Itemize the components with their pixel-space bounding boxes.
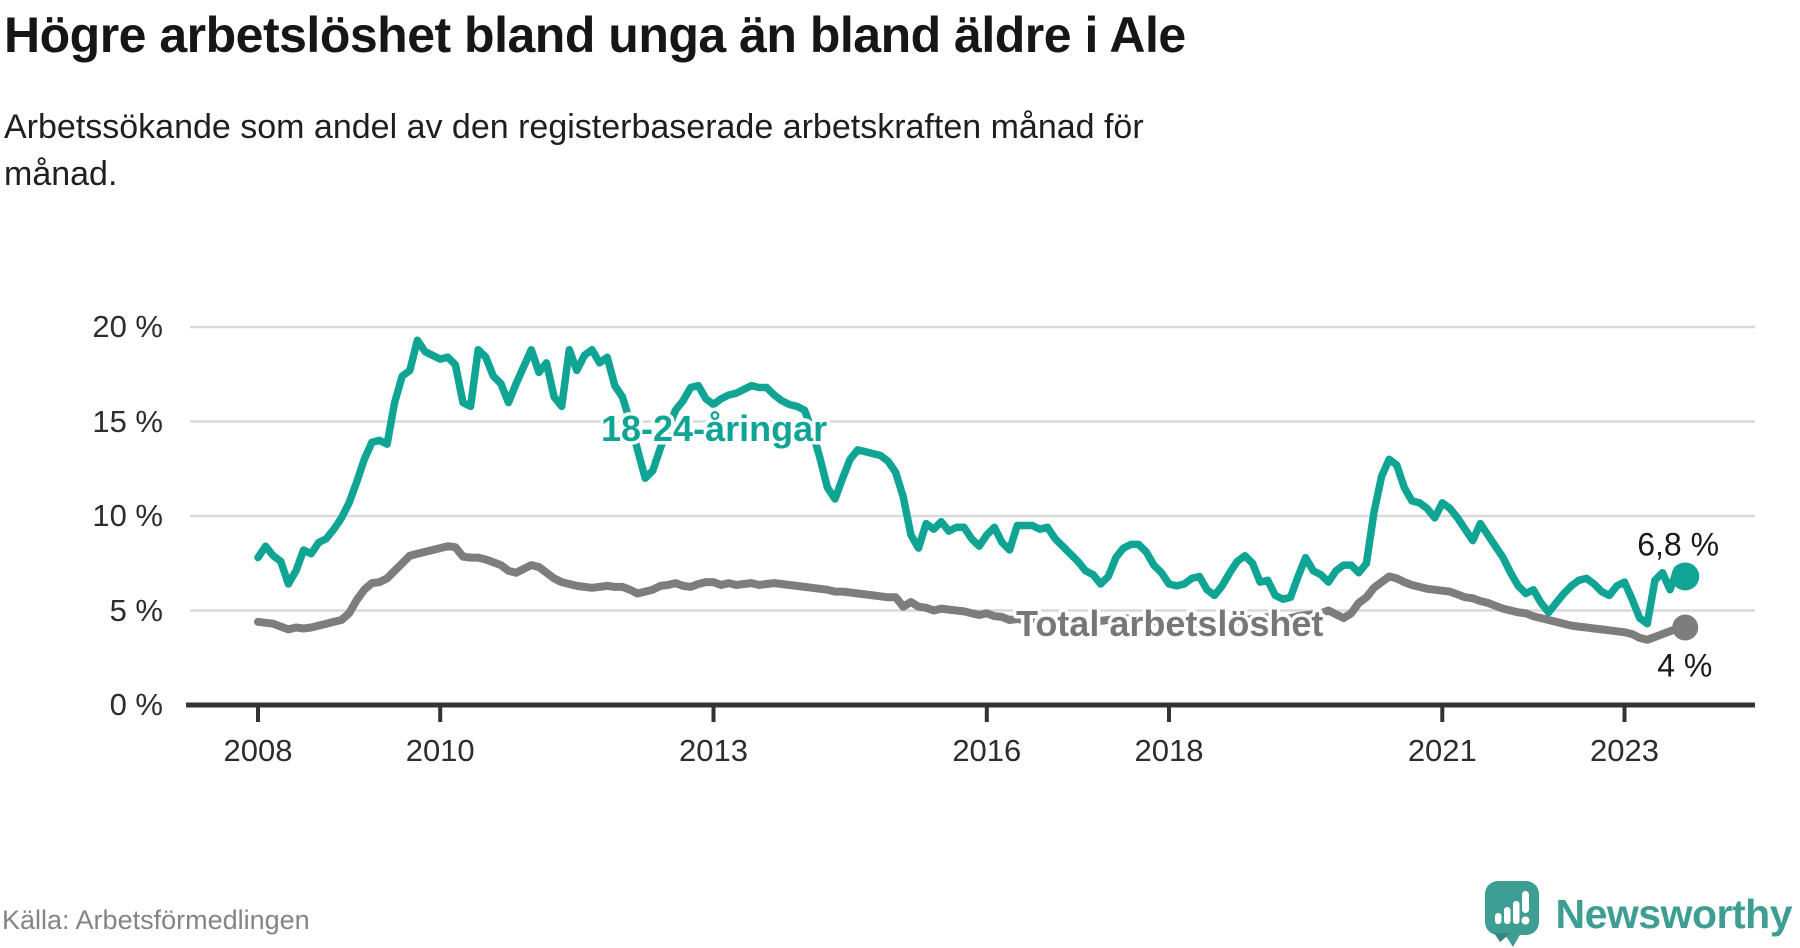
newsworthy-logo: Newsworthy [1484,880,1793,948]
x-axis-tick-label: 2018 [1134,733,1204,768]
series-end-dot [1671,562,1700,591]
subtitle-line-1: Arbetssökande som andel av den registerb… [4,108,1144,146]
newsworthy-bubble-icon [1484,881,1539,947]
newsworthy-wordmark: Newsworthy [1555,890,1793,937]
x-axis-tick-label: 2010 [405,733,475,768]
end-value-label: 6,8 % [1637,526,1719,562]
page-subtitle: Arbetssökande som andel av den registerb… [4,104,1144,198]
x-axis-tick-label: 2023 [1590,733,1659,768]
y-axis-tick-label: 0 % [109,687,163,722]
series-line-total [254,542,1690,644]
end-value-label: 4 % [1657,648,1712,684]
x-axis-tick-label: 2016 [952,733,1022,768]
source-note: Källa: Arbetsförmedlingen [2,905,310,935]
y-axis-tick-label: 10 % [92,498,163,533]
series-label-youth: 18-24-åringar [601,408,827,449]
y-axis-tick-label: 15 % [92,403,163,439]
series-line-youth [254,336,1689,628]
x-axis-tick-label: 2013 [679,733,748,768]
series-label-total: Total arbetslöshet [1016,603,1323,644]
x-axis-tick-label: 2008 [223,733,293,768]
subtitle-line-2: månad. [4,154,118,193]
y-axis-tick-label: 20 % [92,309,163,344]
series-end-dot [1672,614,1699,641]
y-axis-tick-label: 5 % [109,592,163,628]
page-title: Högre arbetslöshet bland unga än bland ä… [4,7,1186,63]
x-axis-tick-label: 2021 [1407,733,1477,768]
